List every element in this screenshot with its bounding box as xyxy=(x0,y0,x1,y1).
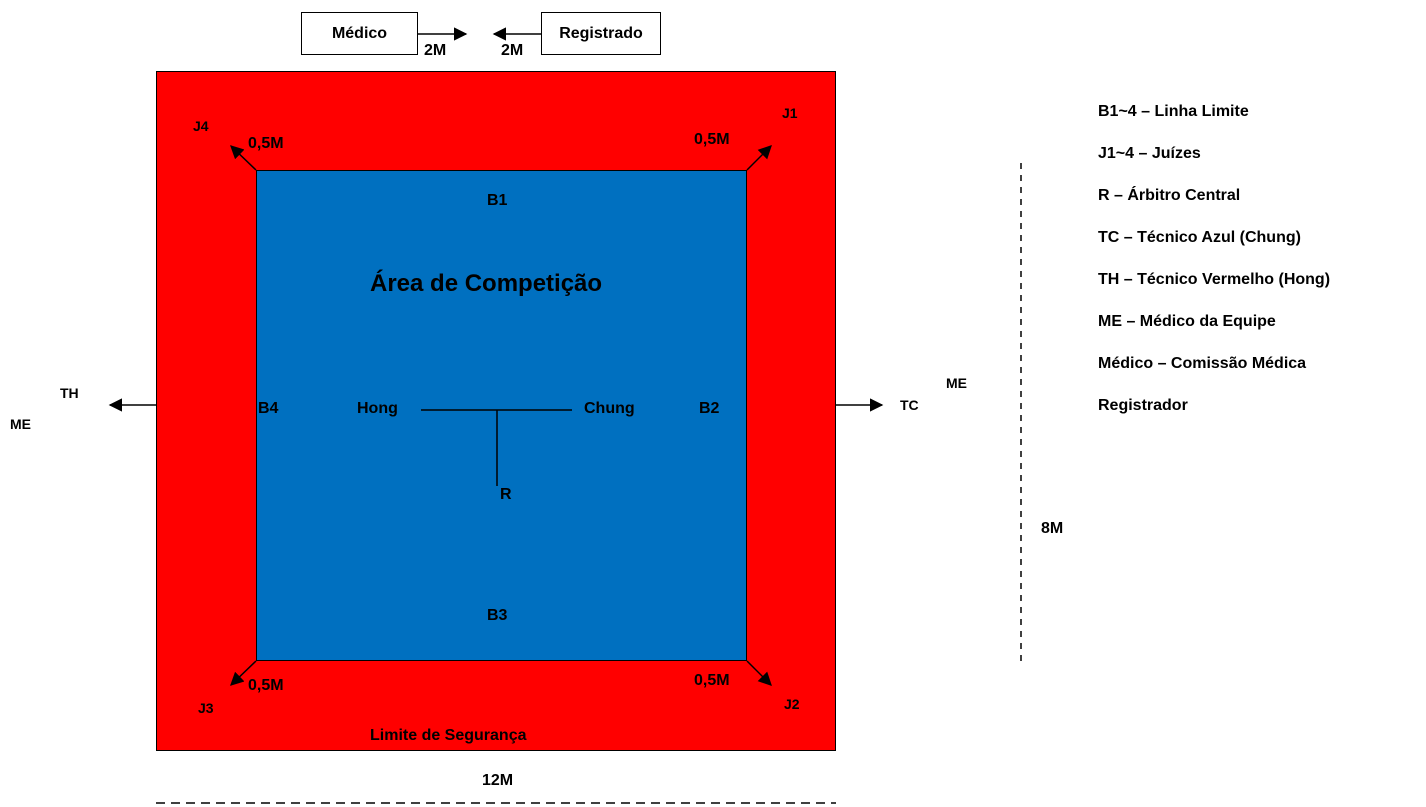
width-dimension-label: 12M xyxy=(482,772,514,789)
legend-item: J1~4 – Juízes xyxy=(1098,145,1201,162)
boundary-b1: B1 xyxy=(487,192,508,209)
corner-arrow-br xyxy=(746,660,772,686)
left-coach-label: TH xyxy=(60,385,79,401)
left-doctor-label: ME xyxy=(10,416,31,432)
boundary-b2: B2 xyxy=(699,400,720,417)
corner-dist-tl: 0,5M xyxy=(248,135,284,152)
hong-label: Hong xyxy=(357,400,398,417)
legend-item: B1~4 – Linha Limite xyxy=(1098,103,1249,120)
legend-item: R – Árbitro Central xyxy=(1098,187,1241,204)
right-coach-label: TC xyxy=(900,397,919,413)
corner-arrow-tr xyxy=(746,145,772,171)
boundary-b4: B4 xyxy=(258,400,279,417)
medico-distance: 2M xyxy=(424,42,447,59)
referee-label: R xyxy=(500,486,512,503)
registrado-box: Registrado xyxy=(541,12,661,55)
corner-dist-bl: 0,5M xyxy=(248,677,284,694)
judge-j1: J1 xyxy=(782,105,798,121)
corner-arrow-bl xyxy=(230,660,257,686)
registrado-distance: 2M xyxy=(501,42,524,59)
corner-arrow-tl xyxy=(230,145,257,171)
judge-j3: J3 xyxy=(198,700,214,716)
legend-item: TC – Técnico Azul (Chung) xyxy=(1098,229,1301,246)
legend-item: Registrador xyxy=(1098,397,1188,414)
boundary-b3: B3 xyxy=(487,607,508,624)
medico-box: Médico xyxy=(301,12,418,55)
registrado-label: Registrado xyxy=(559,24,643,42)
competition-area xyxy=(256,170,747,661)
corner-dist-br: 0,5M xyxy=(694,672,730,689)
right-doctor-label: ME xyxy=(946,375,967,391)
safety-area-label: Limite de Segurança xyxy=(370,727,527,744)
legend-item: Médico – Comissão Médica xyxy=(1098,355,1307,372)
competition-area-title: Área de Competição xyxy=(370,270,603,297)
corner-dist-tr: 0,5M xyxy=(694,131,730,148)
judge-j4: J4 xyxy=(193,118,209,134)
legend-item: ME – Médico da Equipe xyxy=(1098,313,1276,330)
legend-item: TH – Técnico Vermelho (Hong) xyxy=(1098,271,1331,288)
judge-j2: J2 xyxy=(784,696,800,712)
medico-label: Médico xyxy=(331,24,388,42)
height-dimension-label: 8M xyxy=(1041,520,1064,537)
chung-label: Chung xyxy=(584,400,635,417)
